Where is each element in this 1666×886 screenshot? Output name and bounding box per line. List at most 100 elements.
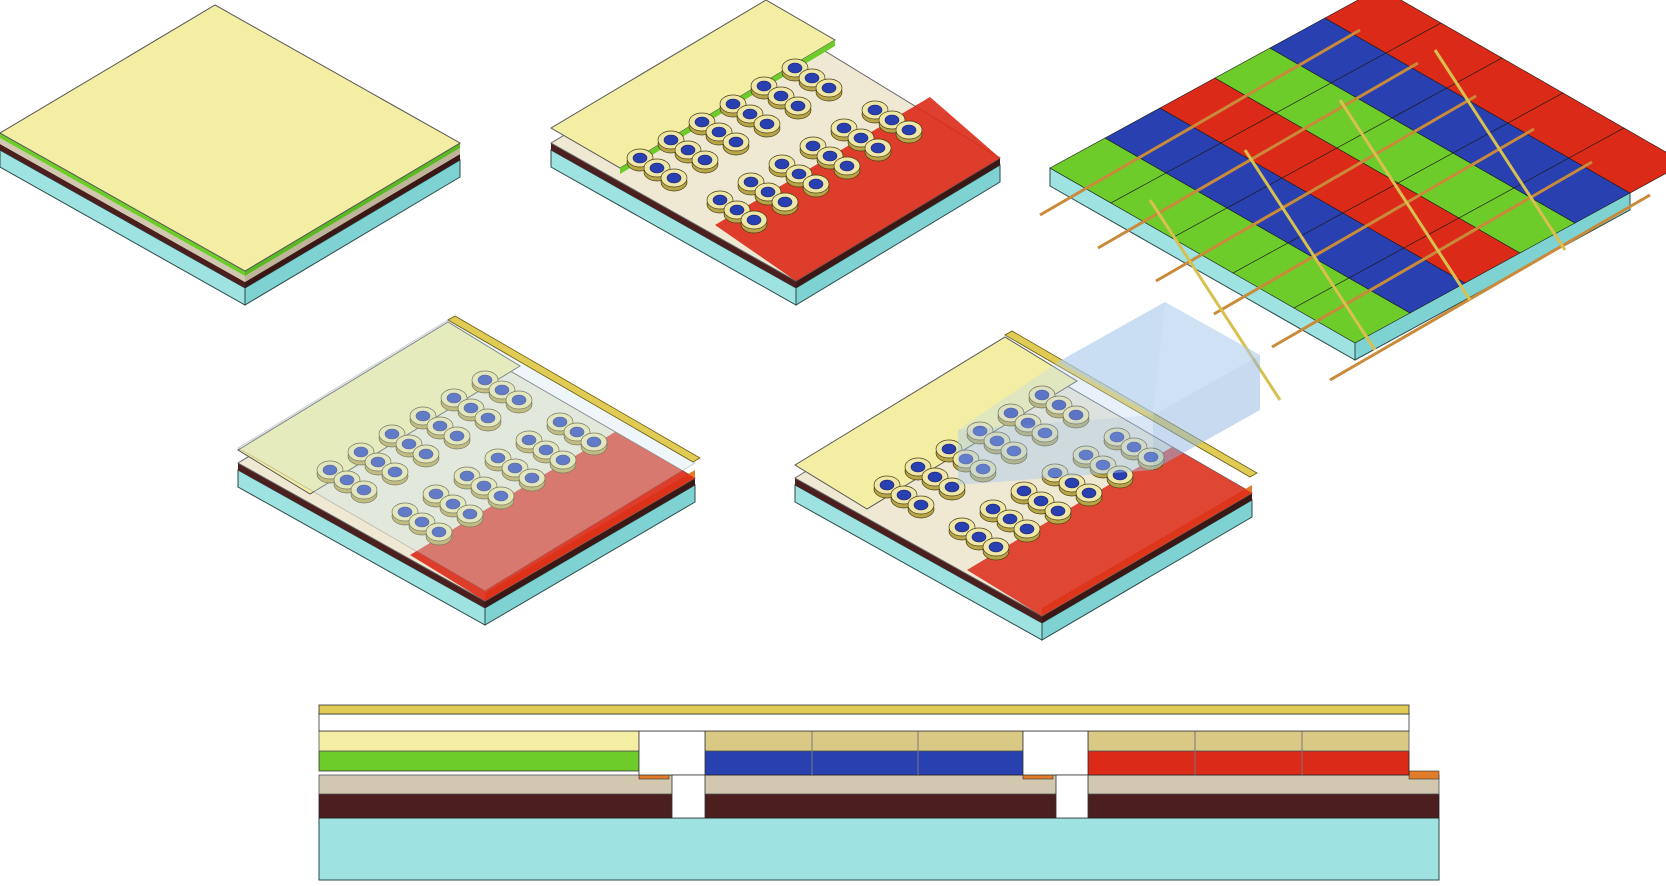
- ring-emitter: [333, 470, 361, 494]
- ring-emitter: [784, 96, 812, 120]
- ring-emitter: [408, 512, 436, 536]
- red-particle-region: [967, 447, 1252, 616]
- ring-emitter: [660, 168, 688, 192]
- column-electrode-line: [1243, 149, 1377, 351]
- ring-emitter: [549, 450, 577, 474]
- ring-emitter: [1000, 441, 1028, 465]
- ring-emitter: [381, 462, 409, 486]
- ring-emitter: [706, 190, 734, 214]
- substrate-side-right: [244, 159, 461, 306]
- row-electrode-line: [1329, 193, 1651, 382]
- zoom-window-right: [1153, 355, 1260, 470]
- subpixel-stripe-red: [1568, 127, 1666, 194]
- dark-base-right: [1042, 493, 1252, 623]
- zoom-window-side: [958, 302, 1165, 430]
- tan-layer-right: [245, 148, 460, 282]
- ring-emitter: [474, 408, 502, 432]
- panel-zoom-window: [794, 302, 1260, 641]
- zoom-window-top: [1058, 302, 1260, 415]
- ring-emitter: [691, 150, 719, 174]
- dark-base-front: [551, 143, 796, 288]
- red-particle-region: [410, 432, 695, 601]
- panel-cross-section: [318, 704, 1440, 881]
- ring-emitter: [518, 468, 546, 492]
- ring-emitter: [425, 522, 453, 546]
- ring-emitter: [833, 156, 861, 180]
- yellow-strip: [237, 321, 521, 495]
- dark-base-right: [796, 158, 1000, 288]
- substrate: [318, 817, 1440, 881]
- ring-emitter: [907, 495, 935, 519]
- ring-emitter: [1075, 483, 1103, 507]
- green-layer-front: [0, 133, 245, 276]
- yellow-strip: [794, 336, 1078, 510]
- dark-base-front: [238, 463, 485, 608]
- trench-2: [1055, 774, 1089, 819]
- ring-emitter: [815, 78, 843, 102]
- gold-ring-band-2: [1087, 730, 1410, 752]
- gap-1: [638, 730, 706, 776]
- tan-layer: [318, 774, 1440, 795]
- dark-layer-front: [0, 144, 245, 288]
- ring-emitter: [753, 114, 781, 138]
- ring-emitter: [580, 432, 608, 456]
- trench-1: [671, 774, 706, 819]
- ring-emitter: [935, 439, 963, 463]
- ring-emitter: [830, 118, 858, 142]
- gold-ring-band-1: [704, 730, 1024, 752]
- ring-emitter: [1058, 473, 1086, 497]
- orange-contact-3: [1408, 770, 1440, 780]
- yellow-top-face: [0, 4, 461, 272]
- ring-emitter: [938, 477, 966, 501]
- ring-emitter: [1028, 385, 1056, 409]
- column-electrode-line: [1338, 99, 1472, 301]
- ring-array-p5: [873, 385, 1165, 561]
- ring-emitter: [740, 210, 768, 234]
- ring-emitter: [798, 68, 826, 92]
- ring-emitter: [719, 94, 747, 118]
- column-electrode-line: [1433, 49, 1567, 251]
- ring-emitter: [487, 486, 515, 510]
- ring-emitter: [982, 537, 1010, 561]
- row-electrode-line: [1271, 160, 1593, 349]
- ring-emitter: [1106, 465, 1134, 489]
- ring-emitter: [969, 459, 997, 483]
- white-cover: [318, 713, 1410, 732]
- ring-emitter: [847, 128, 875, 152]
- ring-emitter: [722, 132, 750, 156]
- ring-emitter: [864, 138, 892, 162]
- panel-rgb-matrix: [1039, 0, 1666, 401]
- transparent-cover: [237, 319, 696, 592]
- gap-2: [1022, 730, 1089, 776]
- yellow-layer-left: [318, 730, 640, 752]
- dark-layer: [318, 793, 1440, 819]
- rgb-stripe-grid: [1049, 0, 1666, 344]
- panel-layer-stack: [0, 4, 461, 306]
- gold-top-electrode: [318, 704, 1410, 715]
- gold-top-electrode: [447, 315, 701, 463]
- tan-layer-front: [0, 138, 245, 282]
- row-electrode-line: [1097, 61, 1419, 250]
- dark-base-right: [485, 478, 695, 608]
- dark-layer-right: [245, 154, 460, 288]
- blue-layer: [704, 750, 1024, 776]
- ring-emitter: [505, 390, 533, 414]
- ring-emitter: [1031, 423, 1059, 447]
- red-layer: [1087, 750, 1410, 776]
- row-electrode-line: [1039, 28, 1361, 217]
- dark-base-front: [795, 478, 1042, 623]
- red-particle-region: [715, 97, 1000, 281]
- electrode-lines: [1039, 28, 1651, 401]
- ring-array-p2: [626, 58, 923, 234]
- ring-emitter: [350, 480, 378, 504]
- ring-dividers: [811, 731, 1303, 775]
- zoom-window-front: [958, 415, 1153, 485]
- ring-emitter: [1062, 405, 1090, 429]
- ring-emitter: [802, 174, 830, 198]
- ring-emitter: [456, 504, 484, 528]
- panel-encapsulated: [237, 315, 701, 626]
- ring-emitter: [771, 192, 799, 216]
- ring-emitter: [1044, 501, 1072, 525]
- ring-emitter: [412, 444, 440, 468]
- ring-emitter: [443, 426, 471, 450]
